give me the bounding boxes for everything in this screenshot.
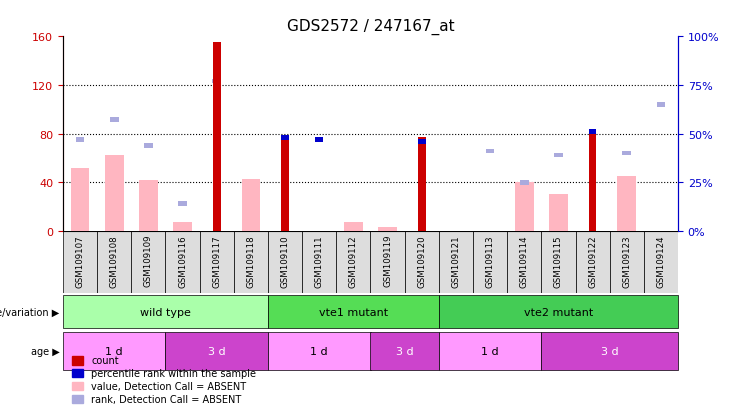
Text: 3 d: 3 d <box>208 346 225 356</box>
Bar <box>520 180 528 185</box>
FancyBboxPatch shape <box>63 231 97 293</box>
Bar <box>165 332 268 370</box>
Bar <box>486 149 494 154</box>
Text: GSM109109: GSM109109 <box>144 235 153 287</box>
FancyBboxPatch shape <box>576 231 610 293</box>
Bar <box>139 180 158 231</box>
Bar <box>589 130 597 135</box>
Bar <box>378 228 397 231</box>
FancyBboxPatch shape <box>302 231 336 293</box>
Text: wild type: wild type <box>140 307 191 317</box>
FancyBboxPatch shape <box>405 231 439 293</box>
Text: GSM109120: GSM109120 <box>417 235 426 287</box>
Text: 3 d: 3 d <box>601 346 619 356</box>
Bar <box>173 223 192 231</box>
Text: 3 d: 3 d <box>396 346 413 356</box>
Bar <box>554 153 562 158</box>
Text: GSM109121: GSM109121 <box>451 235 460 287</box>
Bar <box>316 138 323 142</box>
Text: GDS2572 / 247167_at: GDS2572 / 247167_at <box>287 19 454 35</box>
Bar <box>542 332 678 370</box>
Bar <box>439 332 542 370</box>
Bar <box>370 332 439 370</box>
Text: age ▶: age ▶ <box>30 346 59 356</box>
Text: GSM109110: GSM109110 <box>281 235 290 287</box>
Bar <box>549 195 568 231</box>
Bar <box>617 177 637 231</box>
Bar <box>63 295 268 329</box>
FancyBboxPatch shape <box>165 231 199 293</box>
FancyBboxPatch shape <box>610 231 644 293</box>
FancyBboxPatch shape <box>199 231 234 293</box>
Bar <box>213 43 221 231</box>
Text: GSM109116: GSM109116 <box>178 235 187 287</box>
Bar <box>110 118 119 123</box>
Text: GSM109107: GSM109107 <box>76 235 84 287</box>
Bar <box>242 179 260 231</box>
FancyBboxPatch shape <box>97 231 131 293</box>
Text: GSM109114: GSM109114 <box>519 235 529 287</box>
Bar <box>515 183 534 231</box>
FancyBboxPatch shape <box>336 231 370 293</box>
Text: GSM109111: GSM109111 <box>315 235 324 287</box>
FancyBboxPatch shape <box>542 231 576 293</box>
FancyBboxPatch shape <box>131 231 165 293</box>
Bar <box>282 136 289 140</box>
Text: GSM109122: GSM109122 <box>588 235 597 287</box>
FancyBboxPatch shape <box>370 231 405 293</box>
Bar <box>622 151 631 156</box>
FancyBboxPatch shape <box>473 231 507 293</box>
Text: vte1 mutant: vte1 mutant <box>319 307 388 317</box>
Text: 1 d: 1 d <box>105 346 123 356</box>
Bar <box>76 138 84 142</box>
Text: GSM109115: GSM109115 <box>554 235 563 287</box>
Bar <box>144 143 153 148</box>
FancyBboxPatch shape <box>439 231 473 293</box>
Text: 1 d: 1 d <box>481 346 499 356</box>
Bar <box>213 79 221 84</box>
Legend: count, percentile rank within the sample, value, Detection Call = ABSENT, rank, : count, percentile rank within the sample… <box>68 352 260 408</box>
Text: GSM109112: GSM109112 <box>349 235 358 287</box>
Bar <box>589 132 597 231</box>
Bar <box>418 140 425 145</box>
Bar <box>268 332 370 370</box>
FancyBboxPatch shape <box>644 231 678 293</box>
FancyBboxPatch shape <box>268 231 302 293</box>
Text: GSM109108: GSM109108 <box>110 235 119 287</box>
Bar <box>439 295 678 329</box>
Text: genotype/variation ▶: genotype/variation ▶ <box>0 307 59 317</box>
Bar <box>70 168 90 231</box>
FancyBboxPatch shape <box>507 231 542 293</box>
Text: GSM109118: GSM109118 <box>247 235 256 287</box>
Text: GSM109113: GSM109113 <box>485 235 494 287</box>
Bar <box>104 156 124 231</box>
Bar <box>282 140 289 231</box>
Text: GSM109123: GSM109123 <box>622 235 631 287</box>
FancyBboxPatch shape <box>234 231 268 293</box>
Bar <box>418 138 425 231</box>
Bar <box>344 223 363 231</box>
Bar <box>63 332 165 370</box>
Text: GSM109119: GSM109119 <box>383 235 392 287</box>
Bar <box>657 103 665 107</box>
Text: GSM109124: GSM109124 <box>657 235 665 287</box>
Bar <box>268 295 439 329</box>
Text: 1 d: 1 d <box>310 346 328 356</box>
Text: GSM109117: GSM109117 <box>212 235 222 287</box>
Text: vte2 mutant: vte2 mutant <box>524 307 593 317</box>
Bar <box>179 202 187 206</box>
